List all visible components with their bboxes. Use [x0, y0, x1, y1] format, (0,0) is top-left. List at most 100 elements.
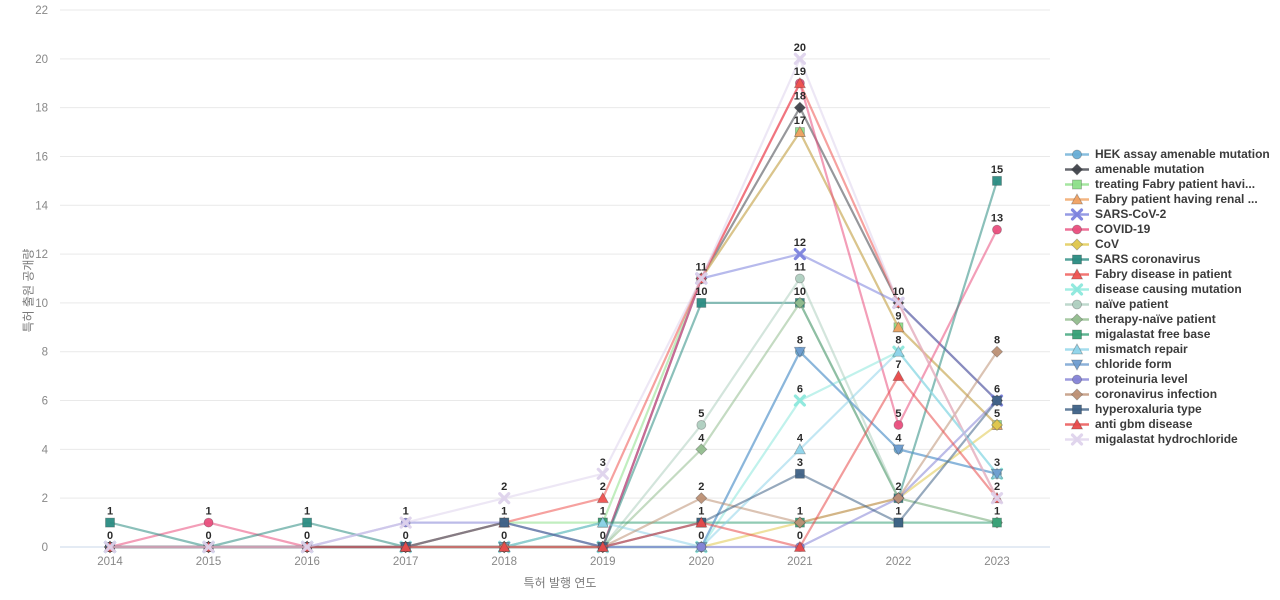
legend-item-fabry-patient-having-renal[interactable]: Fabry patient having renal ... — [1064, 192, 1270, 207]
plot-area: 0 2 4 6 8 10 12 14 16 18 20 22 2014 2015 2016 2017 2018 2… — [22, 5, 1050, 590]
legend-item-covid-19[interactable]: COVID-19 — [1064, 222, 1270, 237]
x-tick-label: 2017 — [393, 556, 419, 568]
data-point[interactable] — [399, 516, 412, 529]
series-line — [110, 375, 998, 549]
series-fabry-patient-having-renal[interactable] — [103, 125, 1004, 552]
legend-item-therapy-na-ve-patient[interactable]: therapy-naïve patient — [1064, 312, 1270, 327]
data-point[interactable] — [301, 540, 314, 554]
legend-item-mismatch-repair[interactable]: mismatch repair — [1064, 342, 1270, 357]
legend-item-disease-causing-mutation[interactable]: disease causing mutation — [1064, 282, 1270, 297]
value-label: 8 — [895, 335, 901, 347]
series-fabry-disease-in-patient[interactable] — [103, 76, 1004, 552]
series-migalastat-hydrochloride[interactable] — [103, 52, 1004, 554]
data-point[interactable] — [695, 492, 708, 505]
data-point[interactable] — [992, 224, 1002, 235]
data-point[interactable] — [892, 345, 905, 357]
value-label: 8 — [994, 335, 1000, 347]
value-label: 0 — [107, 530, 113, 542]
data-point[interactable] — [793, 540, 807, 552]
data-point[interactable] — [793, 125, 807, 137]
data-point[interactable] — [498, 492, 511, 505]
legend-item-sars-cov-2[interactable]: SARS-CoV-2 — [1064, 207, 1270, 222]
data-point[interactable] — [696, 542, 707, 552]
data-point[interactable] — [105, 517, 115, 528]
legend-item-fabry-disease-in-patient[interactable]: Fabry disease in patient — [1064, 267, 1270, 282]
data-point[interactable] — [499, 517, 510, 528]
data-point[interactable] — [892, 444, 905, 456]
legend-label: treating Fabry patient havi... — [1095, 177, 1256, 191]
x-tick-label: 2015 — [196, 556, 222, 568]
data-point[interactable] — [992, 517, 1002, 528]
series-treating-fabry-patient-havi[interactable] — [105, 127, 1002, 552]
data-point[interactable] — [892, 320, 905, 333]
data-point[interactable] — [793, 394, 806, 407]
data-point[interactable] — [596, 491, 609, 504]
data-point[interactable] — [893, 420, 904, 430]
legend-label: SARS-CoV-2 — [1095, 207, 1167, 221]
data-point[interactable] — [103, 540, 117, 554]
data-point[interactable] — [596, 516, 609, 528]
y-tick-label: 22 — [35, 5, 48, 17]
data-point[interactable] — [596, 540, 609, 552]
data-point[interactable] — [596, 467, 609, 480]
value-label: 4 — [698, 432, 705, 444]
data-point[interactable] — [695, 443, 708, 456]
series-covid-19[interactable] — [105, 78, 1002, 552]
data-point[interactable] — [203, 517, 214, 528]
data-point[interactable] — [990, 418, 1004, 432]
data-point[interactable] — [794, 468, 805, 479]
legend-marker-icon — [1065, 329, 1089, 340]
data-point[interactable] — [990, 492, 1004, 505]
legend-item-amenable-mutation[interactable]: amenable mutation — [1064, 162, 1270, 177]
data-point[interactable] — [793, 346, 807, 359]
legend-marker-icon — [1065, 404, 1089, 415]
series-line — [110, 106, 998, 549]
legend-label: therapy-naïve patient — [1095, 312, 1216, 326]
legend-item-treating-fabry-patient-havi[interactable]: treating Fabry patient havi... — [1064, 177, 1270, 192]
data-point[interactable] — [498, 540, 511, 552]
value-label: 1 — [205, 506, 211, 518]
legend-item-chloride-form[interactable]: chloride form — [1064, 357, 1270, 372]
data-point[interactable] — [399, 540, 412, 552]
data-point[interactable] — [302, 517, 313, 528]
legend-item-migalastat-free-base[interactable]: migalastat free base — [1064, 327, 1270, 342]
legend-item-hyperoxaluria-type[interactable]: hyperoxaluria type — [1064, 402, 1270, 417]
data-point[interactable] — [793, 52, 806, 65]
series-anti-gbm-disease[interactable] — [103, 369, 1004, 552]
data-point[interactable] — [992, 175, 1002, 186]
legend-item-cov[interactable]: CoV — [1064, 237, 1270, 252]
data-point[interactable] — [990, 345, 1004, 358]
data-point[interactable] — [793, 101, 806, 114]
legend-item-sars-coronavirus[interactable]: SARS coronavirus — [1064, 252, 1270, 267]
data-point[interactable] — [793, 296, 806, 309]
data-point[interactable] — [893, 517, 904, 528]
value-label: 5 — [698, 408, 704, 420]
data-point[interactable] — [695, 516, 708, 528]
legend-item-proteinuria-level[interactable]: proteinuria level — [1064, 372, 1270, 387]
legend-marker-icon — [1065, 238, 1089, 251]
data-point[interactable] — [892, 296, 905, 310]
data-point[interactable] — [992, 395, 1002, 406]
legend-item-hek-assay-amenable-mutation[interactable]: HEK assay amenable mutation — [1064, 147, 1270, 162]
series-line — [110, 130, 998, 549]
legend-item-anti-gbm-disease[interactable]: anti gbm disease — [1064, 417, 1270, 432]
data-point[interactable] — [892, 492, 905, 505]
data-point[interactable] — [696, 420, 707, 430]
x-tick-label: 2016 — [294, 556, 320, 568]
data-point[interactable] — [793, 76, 807, 89]
data-point[interactable] — [696, 298, 707, 308]
data-point[interactable] — [990, 468, 1004, 481]
legend-item-coronavirus-infection[interactable]: coronavirus infection — [1064, 387, 1270, 402]
legend-marker-icon — [1065, 388, 1089, 401]
data-point[interactable] — [794, 273, 805, 284]
data-point[interactable] — [892, 369, 905, 382]
data-point[interactable] — [793, 443, 807, 455]
data-point[interactable] — [793, 516, 806, 529]
legend-item-migalastat-hydrochloride[interactable]: migalastat hydrochloride — [1064, 432, 1270, 447]
legend-item-na-ve-patient[interactable]: naïve patient — [1064, 297, 1270, 312]
data-point[interactable] — [793, 247, 806, 261]
data-point[interactable] — [695, 272, 708, 285]
value-label: 7 — [895, 359, 901, 371]
data-point[interactable] — [202, 540, 215, 554]
